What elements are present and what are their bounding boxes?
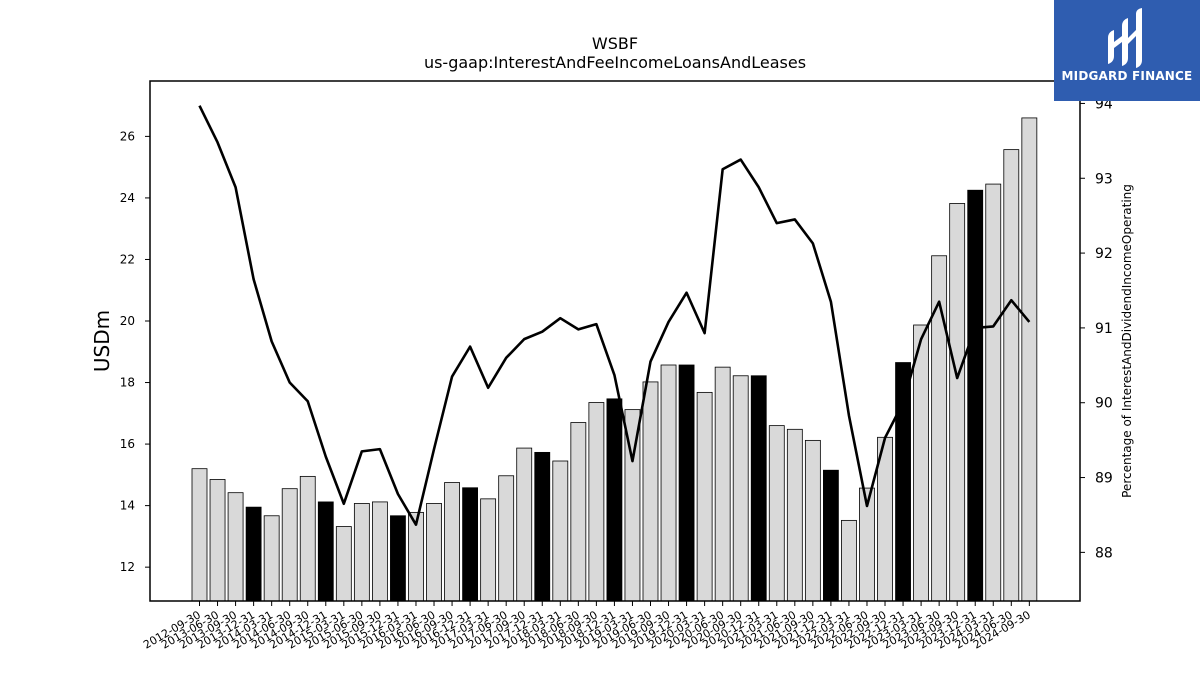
bar bbox=[931, 255, 948, 602]
bar bbox=[570, 422, 587, 602]
bar bbox=[804, 439, 821, 602]
y2-tick-label: 90 bbox=[1095, 396, 1113, 412]
line-layer bbox=[198, 105, 1031, 526]
bar bbox=[245, 506, 262, 602]
bar bbox=[317, 501, 334, 602]
bar bbox=[462, 487, 479, 602]
line-series bbox=[198, 105, 1031, 526]
brand-logo: MIDGARD FINANCE bbox=[1054, 0, 1200, 101]
bar bbox=[714, 366, 731, 602]
bar bbox=[750, 375, 767, 602]
y-axis-label: USDm bbox=[90, 310, 114, 372]
bar bbox=[444, 482, 460, 602]
y-tick-label: 12 bbox=[120, 560, 135, 574]
logo-mark-icon bbox=[1108, 8, 1142, 68]
bar bbox=[552, 460, 569, 602]
bar bbox=[1021, 117, 1038, 602]
bar bbox=[353, 503, 370, 602]
bar bbox=[480, 498, 497, 602]
y2-tick-label: 88 bbox=[1095, 545, 1113, 561]
y2-axis-label: Percentage of InterestAndDividendIncomeO… bbox=[1120, 184, 1134, 498]
bar bbox=[768, 425, 785, 602]
bar bbox=[516, 447, 533, 602]
bar bbox=[263, 515, 280, 602]
bar bbox=[732, 375, 749, 602]
y-tick-label: 14 bbox=[120, 499, 135, 513]
bar bbox=[949, 203, 966, 602]
y-axis-left: 12 14 16 18 20 22 24 26 bbox=[120, 129, 150, 574]
bar bbox=[786, 428, 803, 602]
bar bbox=[209, 479, 226, 602]
bar bbox=[191, 468, 208, 602]
bar bbox=[335, 526, 352, 602]
bar bbox=[227, 492, 244, 602]
bar bbox=[606, 398, 623, 602]
bar bbox=[371, 501, 388, 602]
x-axis: 2012-09-302013-06-302013-09-302013-12-31… bbox=[141, 601, 1033, 652]
bar bbox=[1003, 149, 1020, 602]
bar bbox=[823, 469, 839, 602]
bars-layer bbox=[191, 117, 1038, 602]
bar bbox=[967, 189, 984, 602]
bar bbox=[498, 475, 515, 602]
y2-tick-label: 91 bbox=[1095, 321, 1113, 337]
bar bbox=[642, 381, 659, 602]
bar bbox=[696, 391, 713, 602]
y-tick-label: 26 bbox=[120, 129, 135, 143]
plot-frame bbox=[149, 80, 1081, 602]
y2-tick-label: 93 bbox=[1095, 171, 1113, 187]
chart-title: WSBF bbox=[592, 34, 638, 53]
y-tick-label: 20 bbox=[120, 314, 135, 328]
bar bbox=[841, 519, 857, 602]
bar bbox=[588, 402, 605, 602]
logo-text: MIDGARD FINANCE bbox=[1061, 69, 1193, 83]
y-tick-label: 22 bbox=[120, 252, 135, 266]
bar bbox=[678, 364, 695, 602]
bar bbox=[985, 183, 1002, 602]
bar bbox=[534, 451, 551, 602]
bar bbox=[426, 503, 442, 602]
chart-subtitle: us-gaap:InterestAndFeeIncomeLoansAndLeas… bbox=[424, 53, 806, 72]
y-tick-label: 24 bbox=[120, 191, 135, 205]
bar bbox=[913, 324, 929, 602]
y-tick-label: 18 bbox=[120, 376, 135, 390]
bar bbox=[390, 515, 406, 602]
bar bbox=[299, 475, 316, 602]
y2-tick-label: 92 bbox=[1095, 246, 1113, 262]
bar bbox=[281, 488, 298, 602]
bar bbox=[660, 364, 677, 602]
y-tick-label: 16 bbox=[120, 437, 135, 451]
y2-tick-label: 89 bbox=[1095, 471, 1113, 487]
